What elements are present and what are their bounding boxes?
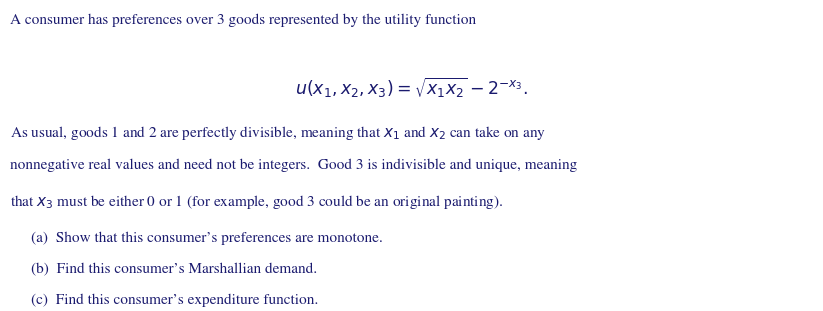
- Text: that $x_3$ must be either 0 or 1 (for example, good 3 could be an original paint: that $x_3$ must be either 0 or 1 (for ex…: [10, 193, 504, 211]
- Text: nonnegative real values and need not be integers.  Good 3 is indivisible and uni: nonnegative real values and need not be …: [10, 159, 577, 172]
- Text: As usual, goods 1 and 2 are perfectly divisible, meaning that $x_1$ and $x_2$ ca: As usual, goods 1 and 2 are perfectly di…: [10, 124, 546, 142]
- Text: (c)  Find this consumer’s expenditure function.: (c) Find this consumer’s expenditure fun…: [31, 294, 319, 307]
- Text: (b)  Find this consumer’s Marshallian demand.: (b) Find this consumer’s Marshallian dem…: [31, 263, 318, 276]
- Text: $u(x_1, x_2, x_3) = \sqrt{x_1 x_2} - 2^{-x_3}.$: $u(x_1, x_2, x_3) = \sqrt{x_1 x_2} - 2^{…: [295, 76, 528, 100]
- Text: A consumer has preferences over 3 goods represented by the utility function: A consumer has preferences over 3 goods …: [10, 14, 476, 27]
- Text: (a)  Show that this consumer’s preferences are monotone.: (a) Show that this consumer’s preference…: [31, 232, 383, 245]
